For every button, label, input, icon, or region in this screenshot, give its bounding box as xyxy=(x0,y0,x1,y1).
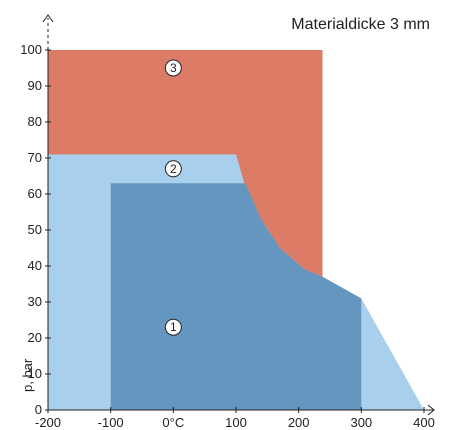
y-tick-label: 70 xyxy=(28,150,42,165)
region-1-marker xyxy=(164,318,182,336)
y-tick-label: 20 xyxy=(28,330,42,345)
region-2-label: 2 xyxy=(170,162,177,176)
x-axis-arrow xyxy=(427,404,435,416)
x-tick-label: 400 xyxy=(413,415,435,430)
region-2-marker xyxy=(164,160,182,178)
y-tick-label: 90 xyxy=(28,78,42,93)
y-tick-label: 80 xyxy=(28,114,42,129)
x-tick-label: 300 xyxy=(350,415,372,430)
x-tick-label: 100 xyxy=(225,415,247,430)
labels-layer: 3 2 1 xyxy=(164,59,182,336)
region-1 xyxy=(110,183,362,410)
x-tick-label: 0°C xyxy=(162,415,184,430)
region-3-marker xyxy=(164,59,182,77)
y-tick-label: 60 xyxy=(28,186,42,201)
x-tick-label: -100 xyxy=(98,415,124,430)
regions-layer xyxy=(48,50,424,410)
y-tick-label: 40 xyxy=(28,258,42,273)
y-tick-label: 100 xyxy=(20,42,42,57)
y-tick-label: 0 xyxy=(35,402,42,417)
x-tick-label: -200 xyxy=(35,415,61,430)
region-3-label: 3 xyxy=(170,61,177,75)
x-tick-label: 200 xyxy=(288,415,310,430)
y-axis-arrow xyxy=(42,14,54,23)
axes-layer: -200 -100 0°C 100 200 300 400 0 10 20 30 40 50 60 70 80… xyxy=(20,14,435,430)
region-1-label: 1 xyxy=(170,320,177,334)
y-tick-label: 10 xyxy=(28,366,42,381)
y-tick-label: 30 xyxy=(28,294,42,309)
y-axis-label: p, bar xyxy=(20,358,35,392)
chart-title: Materialdicke 3 mm xyxy=(291,16,430,33)
y-tick-label: 50 xyxy=(28,222,42,237)
